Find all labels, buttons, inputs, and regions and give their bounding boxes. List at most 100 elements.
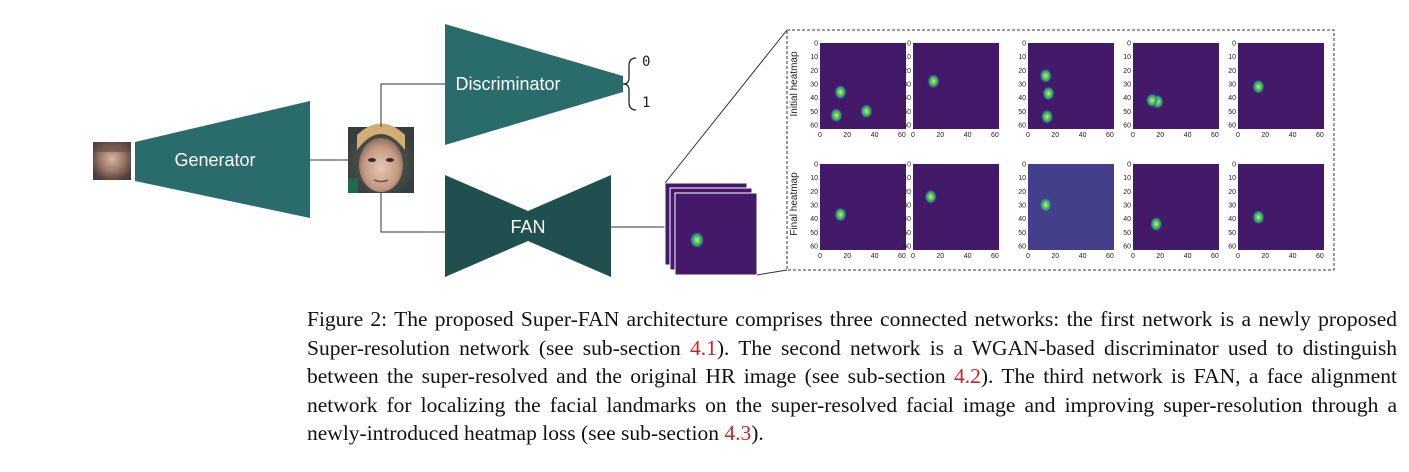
zoom-line xyxy=(756,269,788,276)
y-tick-label: 10 xyxy=(1228,54,1236,61)
heatmap-hotspot xyxy=(1039,68,1052,83)
heatmap-plot-area xyxy=(1133,43,1219,129)
y-tick-label: 10 xyxy=(1018,175,1026,182)
y-tick-label: 30 xyxy=(903,81,911,88)
y-tick-label: 20 xyxy=(903,189,911,196)
y-tick-label: 40 xyxy=(810,216,818,223)
y-tick-label: 30 xyxy=(1018,81,1026,88)
x-tick-label: 40 xyxy=(871,132,879,139)
x-tick-label: 20 xyxy=(843,132,851,139)
y-tick-label: 40 xyxy=(810,95,818,102)
y-tick-label: 10 xyxy=(810,175,818,182)
x-tick-label: 0 xyxy=(1236,132,1240,139)
y-tick-label: 10 xyxy=(1228,175,1236,182)
x-tick-label: 20 xyxy=(1261,253,1269,260)
y-tick-label: 30 xyxy=(903,202,911,209)
heatmap-hotspot xyxy=(927,74,940,89)
y-tick-label: 50 xyxy=(1123,230,1131,237)
y-tick-label: 40 xyxy=(1123,95,1131,102)
caption-text-3: ). The third network is FAN, a face alig… xyxy=(307,364,1397,446)
heatmap-hotspot xyxy=(1252,79,1265,94)
zoom-line xyxy=(664,29,788,184)
x-tick-label: 0 xyxy=(818,253,822,260)
x-tick-label: 60 xyxy=(991,132,999,139)
x-tick-label: 20 xyxy=(1156,132,1164,139)
x-tick-label: 40 xyxy=(1289,253,1297,260)
heatmap-hotspot xyxy=(1146,93,1159,108)
y-tick-label: 0 xyxy=(907,41,911,48)
y-tick-label: 60 xyxy=(1018,243,1026,250)
y-tick-label: 60 xyxy=(1123,243,1131,250)
section-ref-4-2[interactable]: 4.2 xyxy=(953,364,981,389)
caption-text-4: ). xyxy=(751,421,764,446)
caption-text-2: ). The second network is a WGAN-based di… xyxy=(307,335,1397,389)
x-tick-label: 0 xyxy=(1131,253,1135,260)
y-tick-label: 50 xyxy=(903,109,911,116)
y-tick-label: 0 xyxy=(907,162,911,169)
y-tick-label: 0 xyxy=(814,41,818,48)
y-tick-label: 30 xyxy=(1123,202,1131,209)
row-label-final: Final heatmap xyxy=(789,172,800,236)
caption-text-1: Figure 2: The proposed Super-FAN archite… xyxy=(307,307,1397,360)
fan-block: FAN xyxy=(445,175,611,277)
x-tick-label: 60 xyxy=(1316,253,1324,260)
y-tick-label: 0 xyxy=(1127,162,1131,169)
y-tick-label: 20 xyxy=(1018,68,1026,75)
x-tick-label: 60 xyxy=(991,253,999,260)
y-tick-label: 40 xyxy=(1228,216,1236,223)
y-tick-label: 50 xyxy=(1228,230,1236,237)
y-tick-label: 40 xyxy=(1123,216,1131,223)
x-tick-label: 20 xyxy=(1156,253,1164,260)
section-ref-4-1[interactable]: 4.1 xyxy=(689,335,717,360)
x-tick-label: 40 xyxy=(1079,132,1087,139)
output-label-1: 1 xyxy=(642,95,650,111)
y-tick-label: 10 xyxy=(903,175,911,182)
generator-label: Generator xyxy=(174,150,255,170)
y-tick-label: 60 xyxy=(1018,122,1026,129)
x-tick-label: 20 xyxy=(843,253,851,260)
heatmap-plot-area xyxy=(1238,164,1324,250)
y-tick-label: 40 xyxy=(1228,95,1236,102)
x-tick-label: 20 xyxy=(1261,132,1269,139)
y-tick-label: 40 xyxy=(903,95,911,102)
y-tick-label: 0 xyxy=(1022,162,1026,169)
y-tick-label: 10 xyxy=(1123,54,1131,61)
heatmap-hotspot xyxy=(834,85,847,100)
y-tick-label: 20 xyxy=(1123,189,1131,196)
y-tick-label: 20 xyxy=(903,68,911,75)
y-tick-label: 0 xyxy=(1232,41,1236,48)
y-tick-label: 20 xyxy=(1228,68,1236,75)
heatmap-hotspot xyxy=(830,108,843,123)
x-tick-label: 0 xyxy=(1026,253,1030,260)
x-tick-label: 20 xyxy=(936,253,944,260)
y-tick-label: 50 xyxy=(1018,230,1026,237)
y-tick-label: 0 xyxy=(814,162,818,169)
x-tick-label: 0 xyxy=(911,253,915,260)
connector-line xyxy=(380,193,445,233)
section-ref-4-3[interactable]: 4.3 xyxy=(724,421,752,446)
y-tick-label: 20 xyxy=(1123,68,1131,75)
heatmap-plot-area xyxy=(1133,164,1219,250)
y-tick-label: 0 xyxy=(1232,162,1236,169)
y-tick-label: 10 xyxy=(903,54,911,61)
x-tick-label: 20 xyxy=(936,132,944,139)
y-tick-label: 60 xyxy=(810,122,818,129)
generator-block: Generator xyxy=(135,101,310,218)
y-tick-label: 60 xyxy=(903,243,911,250)
heatmap-stack xyxy=(664,182,758,276)
y-tick-label: 30 xyxy=(1228,202,1236,209)
fan-label: FAN xyxy=(510,217,545,237)
y-tick-label: 30 xyxy=(810,202,818,209)
architecture-diagram: Generator Discriminator 0 1 FAN xyxy=(93,24,1335,277)
x-tick-label: 20 xyxy=(1051,253,1059,260)
heatmap-hotspot xyxy=(1042,86,1055,101)
y-tick-label: 30 xyxy=(1123,81,1131,88)
y-tick-label: 40 xyxy=(903,216,911,223)
x-tick-label: 0 xyxy=(818,132,822,139)
